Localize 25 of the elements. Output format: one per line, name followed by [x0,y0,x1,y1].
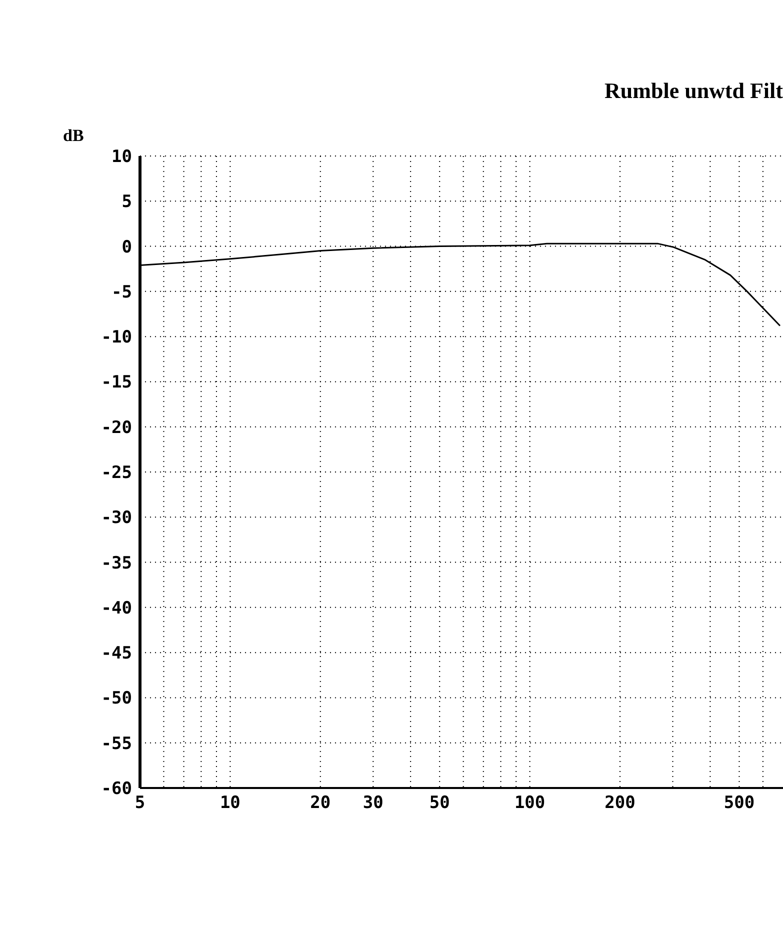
y-axis-title: dB [63,126,84,146]
y-tick-label: 10 [112,147,132,168]
x-tick-label: 20 [310,793,331,814]
y-tick-label: -5 [112,282,132,302]
x-tick-label: 200 [604,793,636,814]
y-tick-label: -35 [101,553,132,574]
chart-title: Rumble unwtd Filt [604,78,783,104]
y-tick-label: -60 [101,779,132,800]
x-tick-label: 5 [134,793,146,814]
y-tick-label: -40 [101,598,132,618]
y-tick-label: 0 [122,237,132,258]
y-tick-label: -45 [101,644,132,664]
y-tick-label: -20 [101,418,132,438]
y-tick-label: -50 [101,688,132,709]
y-tick-label: -25 [101,463,132,484]
y-tick-label: -30 [101,508,132,528]
x-tick-label: 30 [362,793,384,814]
x-tick-label: 100 [514,793,546,814]
x-tick-label: 500 [724,793,755,814]
x-tick-label: 50 [429,793,450,814]
y-tick-label: -15 [101,372,132,393]
y-tick-label: 5 [122,192,132,212]
x-tick-label: 10 [220,793,240,814]
y-tick-label: -10 [101,328,132,348]
y-tick-label: -55 [101,734,132,754]
